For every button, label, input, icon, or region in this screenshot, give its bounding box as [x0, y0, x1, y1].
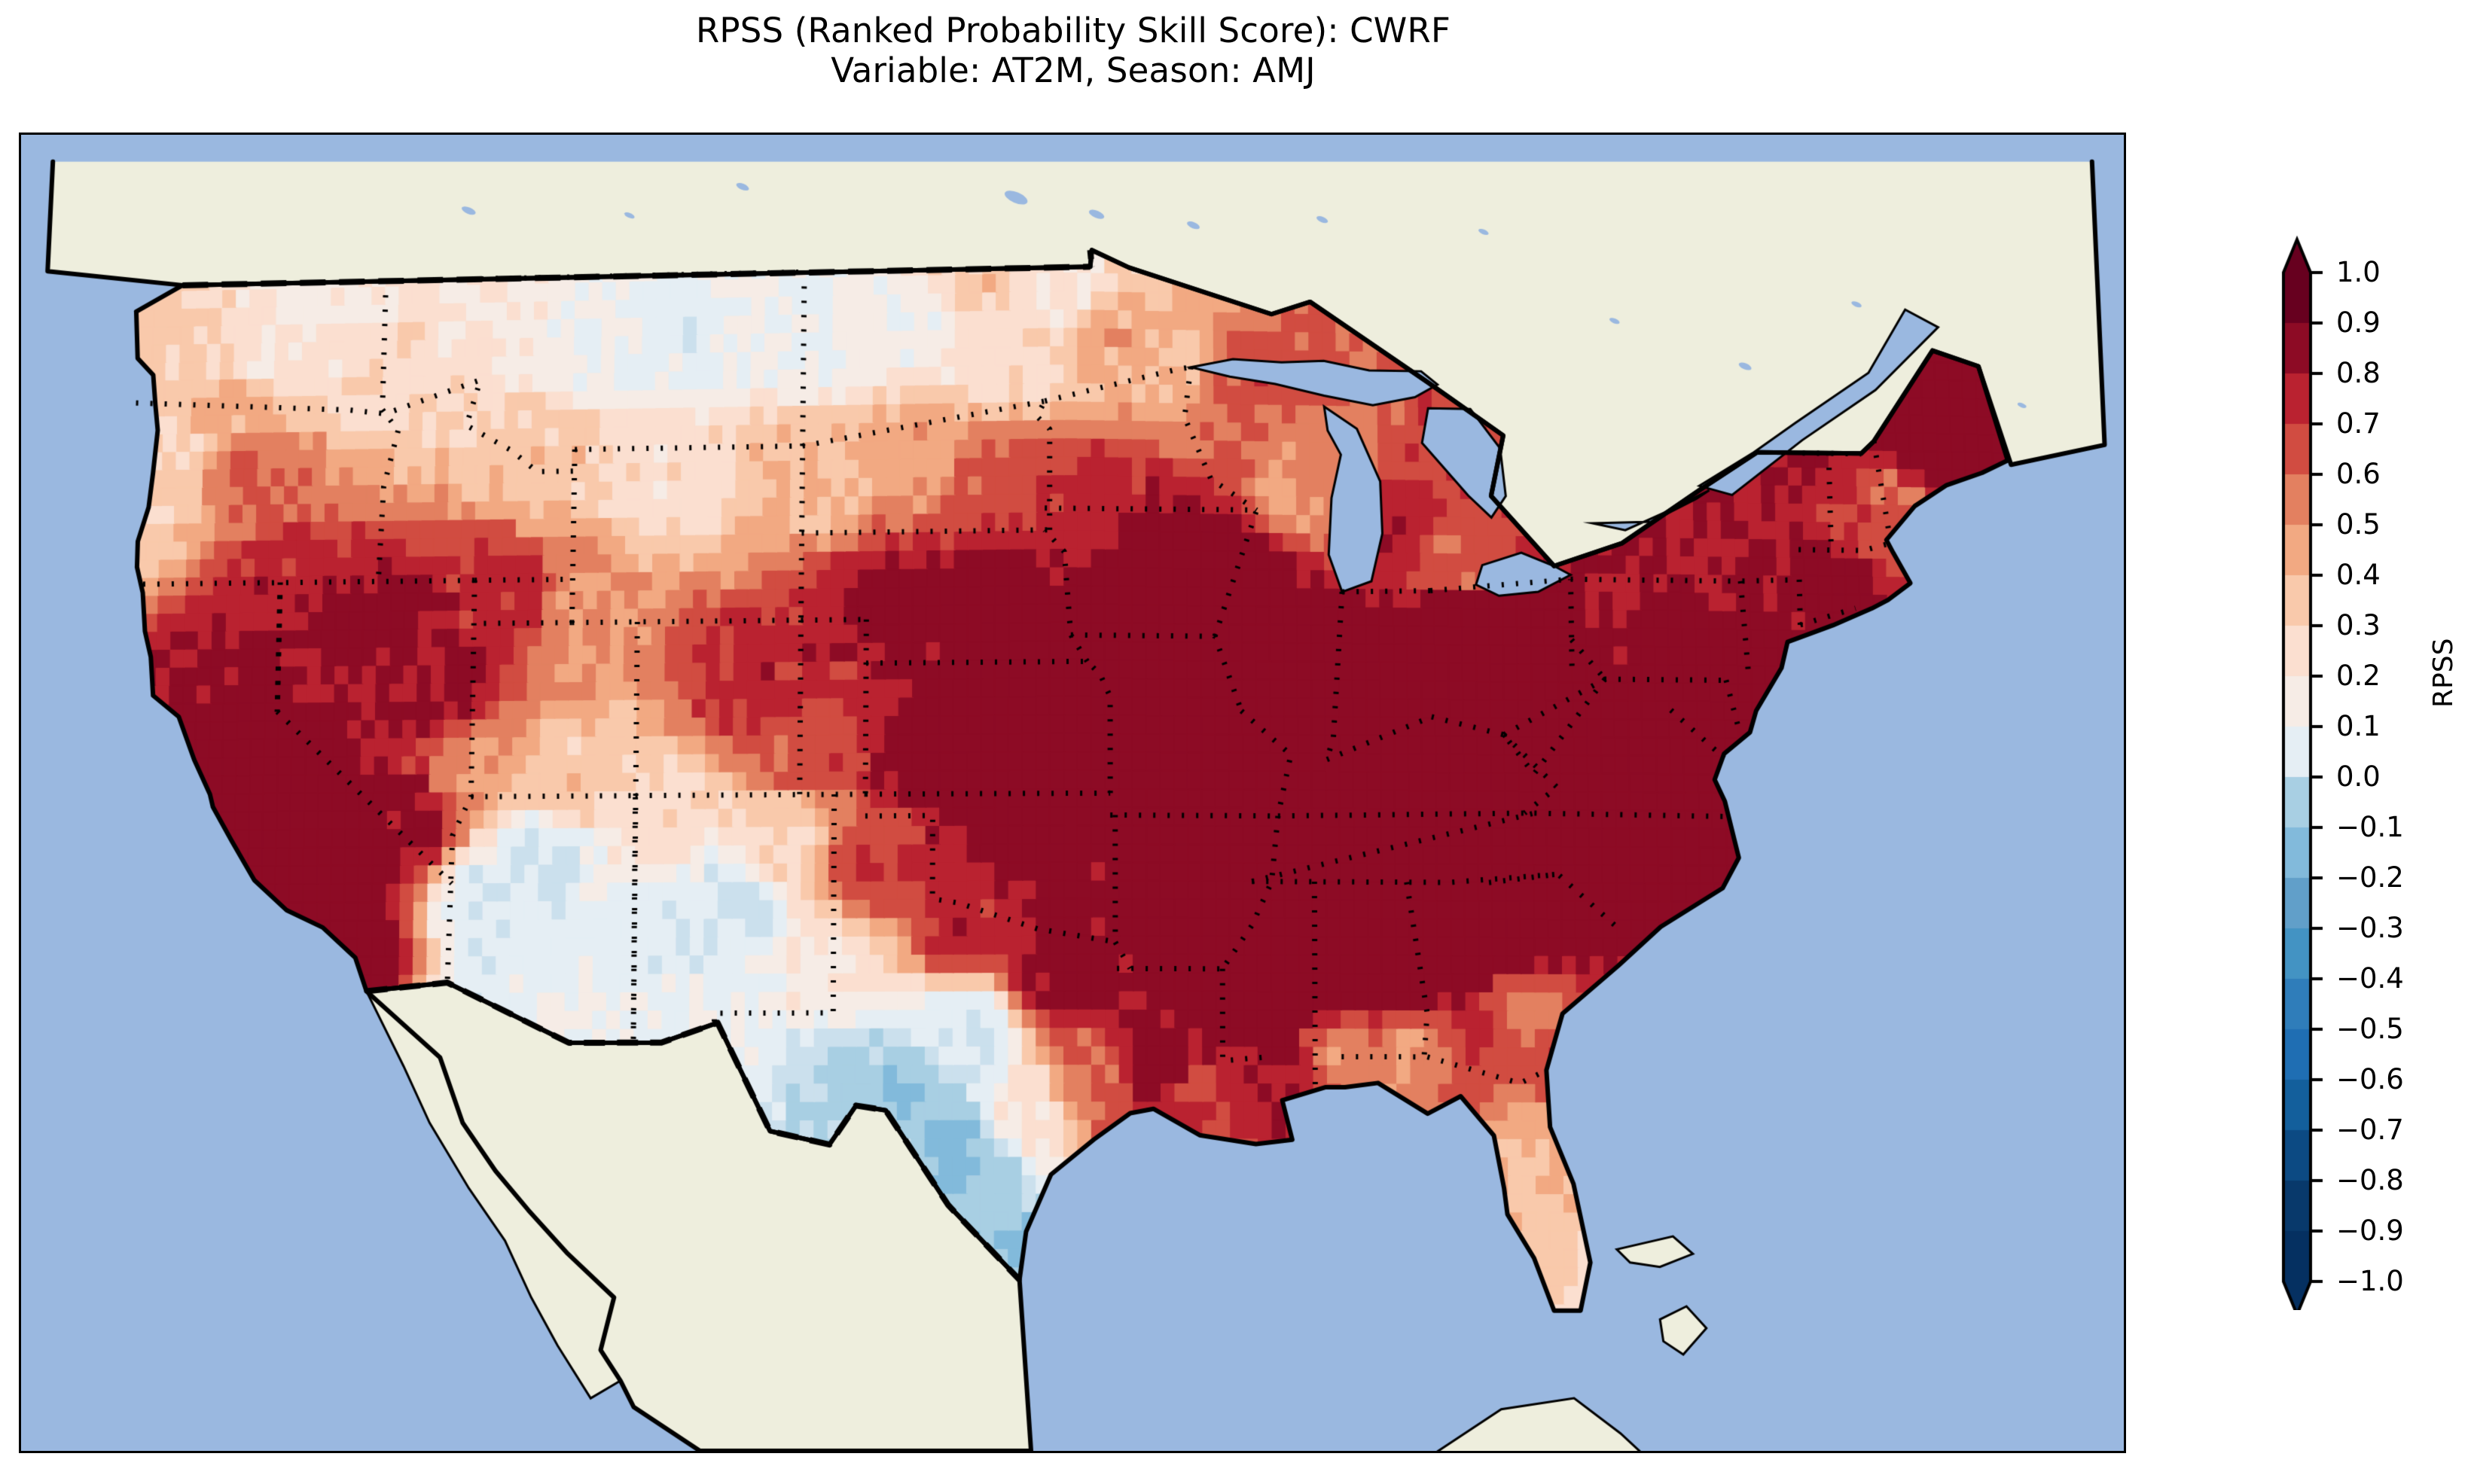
colorbar-tick-11: −0.1 — [2336, 811, 2404, 843]
figure-subtitle: Variable: AT2M, Season: AMJ — [831, 50, 1316, 91]
map-axes — [19, 133, 2126, 1453]
colorbar-gradient — [2280, 226, 2469, 1310]
colorbar-tick-3: 0.7 — [2336, 407, 2381, 440]
figure-title-block: RPSS (Ranked Probability Skill Score): C… — [0, 0, 2146, 90]
colorbar-tick-17: −0.7 — [2336, 1114, 2404, 1146]
colorbar-tick-6: 0.4 — [2336, 559, 2381, 591]
colorbar-tick-7: 0.3 — [2336, 609, 2381, 641]
colorbar-tick-labels: 1.0 0.9 0.8 0.7 0.6 0.5 0.4 0.3 0.2 0.1 0.0 −0.1 −0.… — [2336, 226, 2434, 1310]
colorbar-tick-2: 0.8 — [2336, 357, 2381, 389]
page-title: RPSS (Ranked Probability Skill Score): C… — [695, 11, 1451, 50]
colorbar-tick-19: −0.9 — [2336, 1214, 2404, 1247]
colorbar-tick-13: −0.3 — [2336, 912, 2404, 944]
colorbar-tick-9: 0.1 — [2336, 710, 2381, 742]
colorbar-axis-label: RPSS — [2428, 638, 2459, 708]
colorbar-tick-0: 1.0 — [2336, 256, 2381, 288]
colorbar-tick-10: 0.0 — [2336, 760, 2381, 793]
colorbar-tick-8: 0.2 — [2336, 660, 2381, 692]
colorbar-tick-5: 0.5 — [2336, 508, 2381, 541]
colorbar-tick-18: −0.8 — [2336, 1164, 2404, 1196]
colorbar-tick-15: −0.5 — [2336, 1013, 2404, 1045]
colorbar: 1.0 0.9 0.8 0.7 0.6 0.5 0.4 0.3 0.2 0.1 0.0 −0.1 −0.… — [2280, 226, 2469, 1310]
colorbar-tick-4: 0.6 — [2336, 458, 2381, 490]
colorbar-tick-1: 0.9 — [2336, 306, 2381, 339]
colorbar-tick-14: −0.4 — [2336, 962, 2404, 995]
rpss-map-canvas — [21, 135, 2124, 1451]
colorbar-tick-12: −0.2 — [2336, 861, 2404, 894]
colorbar-tick-20: −1.0 — [2336, 1265, 2404, 1297]
colorbar-tick-16: −0.6 — [2336, 1063, 2404, 1095]
